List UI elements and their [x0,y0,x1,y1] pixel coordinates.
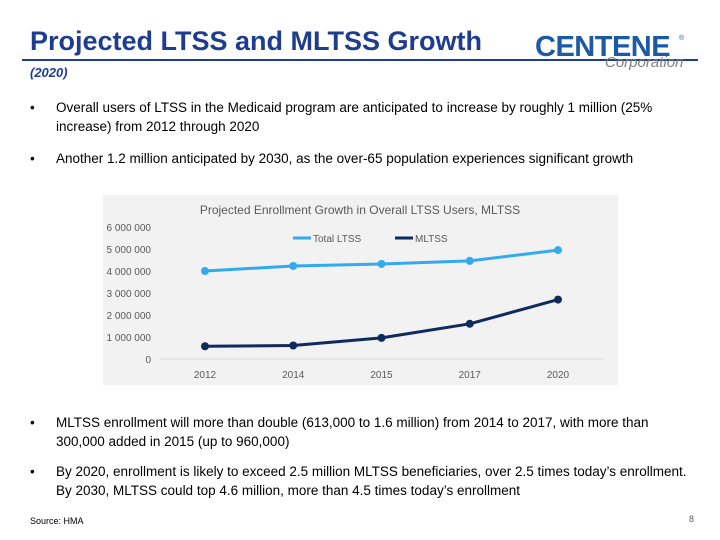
title-underline [22,59,698,61]
y-tick-label: 4 000 000 [107,267,152,278]
bullet-text: By 2020, enrollment is likely to exceed … [56,464,687,498]
logo-registered-mark: ® [679,35,685,42]
bullet-icon: • [30,100,35,115]
data-point-mltss [201,342,209,351]
data-point-total-ltss [377,259,386,268]
bullet-icon: • [30,151,35,166]
y-tick-label: 5 000 000 [107,245,152,256]
y-tick-label: 6 000 000 [107,223,152,234]
bullet-icon: • [30,464,35,479]
enrollment-chart: Projected Enrollment Growth in Overall L… [103,195,618,385]
bullet-text: Another 1.2 million anticipated by 2030,… [56,151,634,166]
legend-label-2: MLTSS [415,234,448,245]
y-tick-label: 1 000 000 [107,333,152,344]
data-point-mltss [465,319,474,328]
data-point-total-ltss [554,246,562,255]
x-tick-label: 2012 [194,370,217,381]
y-tick-label: 3 000 000 [107,289,152,300]
x-tick-label: 2017 [459,370,482,381]
bullet-icon: • [30,415,35,430]
x-tick-label: 2015 [370,370,393,381]
bullet-text: MLTSS enrollment will more than double (… [56,415,649,449]
data-point-total-ltss [201,267,209,275]
page-number: 8 [689,514,695,524]
page-title: Projected LTSS and MLTSS Growth [30,26,483,56]
y-tick-label: 0 [145,355,151,366]
x-tick-label: 2014 [282,370,305,381]
data-point-total-ltss [465,256,474,265]
data-point-mltss [289,341,298,350]
data-point-mltss [554,295,562,304]
data-point-mltss [377,333,386,342]
page-subtitle: (2020) [30,65,68,80]
y-tick-label: 2 000 000 [107,311,152,322]
x-tick-label: 2020 [547,370,570,381]
chart-title: Projected Enrollment Growth in Overall L… [200,203,520,217]
logo-wordmark: CENTENE [535,31,671,63]
data-point-total-ltss [289,261,298,270]
bullet-text: Overall users of LTSS in the Medicaid pr… [56,100,653,134]
chart-canvas: Projected Enrollment Growth in Overall L… [107,203,603,381]
legend-label-1: Total LTSS [313,234,361,245]
centene-logo: CENTENE ® Corporation [535,33,700,75]
source-note: Source: HMA [30,516,84,526]
logo-subtitle: Corporation [605,54,684,71]
